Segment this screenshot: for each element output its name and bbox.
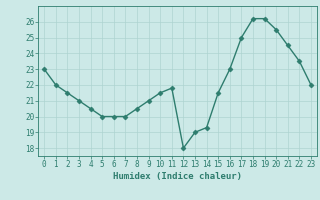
X-axis label: Humidex (Indice chaleur): Humidex (Indice chaleur) — [113, 172, 242, 181]
